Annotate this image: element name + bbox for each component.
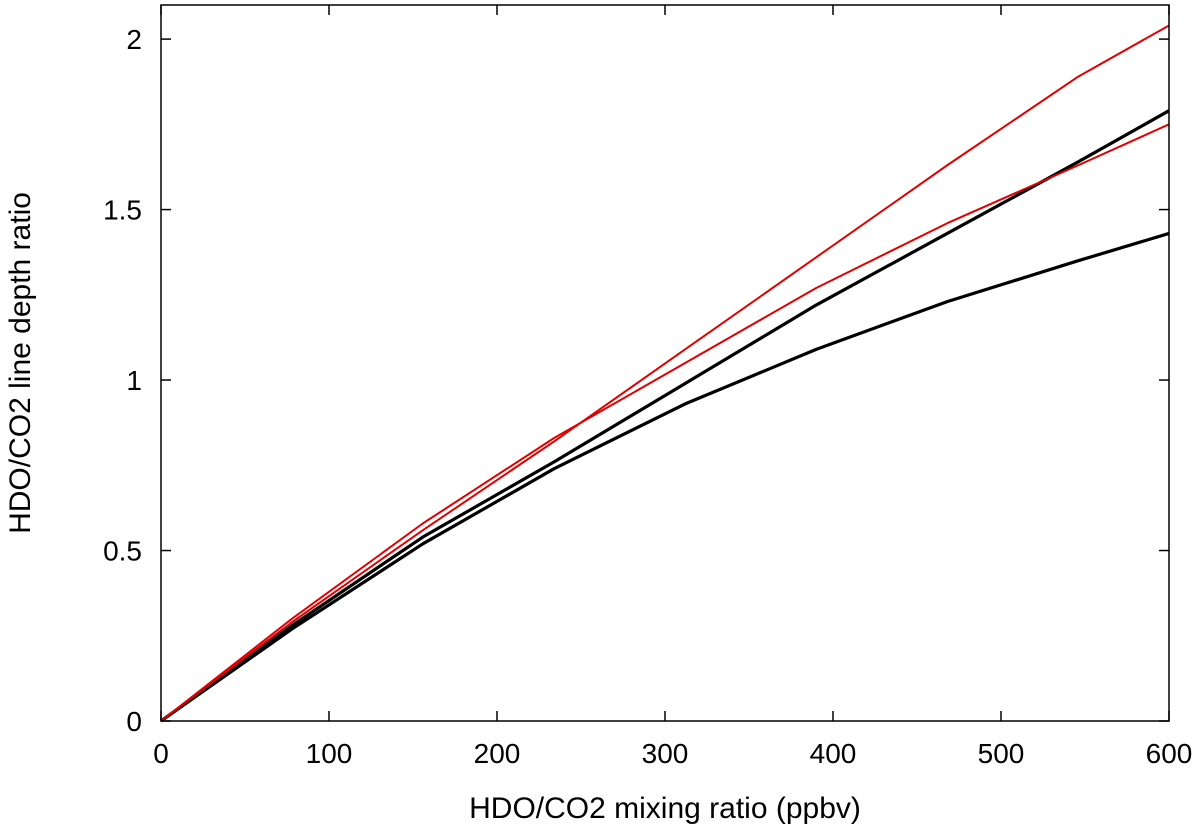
y-tick-label: 1.5 (103, 195, 142, 226)
series-line-4 (160, 24, 1170, 722)
y-tick-label: 0.5 (103, 536, 142, 567)
y-axis-title: HDO/CO2 line depth ratio (4, 192, 37, 534)
x-tick-label: 500 (978, 738, 1025, 769)
y-tick-label: 2 (126, 24, 142, 55)
x-tick-label: 200 (474, 738, 521, 769)
x-tick-label: 0 (153, 738, 169, 769)
y-tick-label: 1 (126, 365, 142, 396)
x-tick-label: 600 (1146, 738, 1193, 769)
series-line-3 (160, 123, 1170, 722)
series-line-2 (160, 109, 1170, 723)
x-tick-label: 100 (306, 738, 353, 769)
x-axis-title: HDO/CO2 mixing ratio (ppbv) (469, 792, 861, 825)
x-axis: 0 100 200 300 400 500 600 (153, 5, 1192, 769)
x-tick-label: 400 (810, 738, 857, 769)
y-tick-label: 0 (126, 706, 142, 737)
series-line-1 (160, 231, 1170, 723)
y-axis: 0 0.5 1 1.5 2 (103, 24, 1169, 737)
series-group (160, 24, 1170, 723)
x-tick-label: 300 (642, 738, 689, 769)
